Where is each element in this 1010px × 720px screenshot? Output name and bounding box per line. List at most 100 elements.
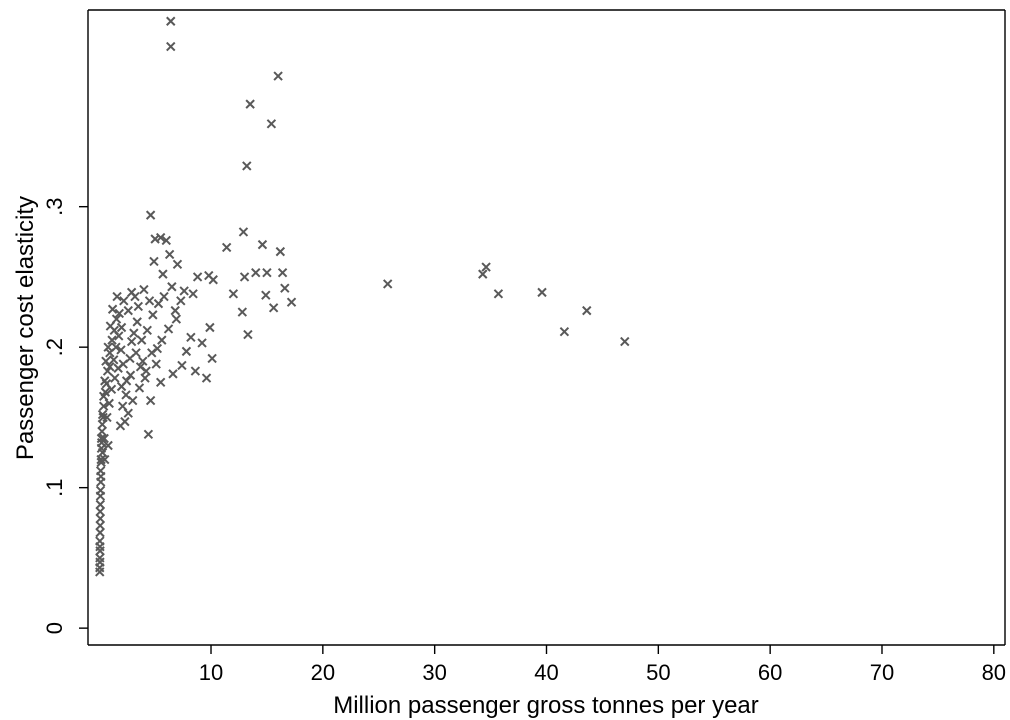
data-point: [96, 454, 106, 465]
data-point: [493, 289, 504, 299]
data-point: [95, 567, 105, 577]
data-point: [103, 440, 113, 451]
data-point: [171, 314, 182, 324]
data-point: [121, 390, 131, 400]
data-point: [205, 322, 215, 333]
data-point: [172, 259, 183, 269]
data-point: [179, 286, 189, 296]
x-tick-label: 40: [534, 660, 558, 685]
data-point: [163, 324, 174, 334]
x-tick-label: 20: [311, 660, 335, 685]
data-point: [116, 322, 127, 333]
x-tick-label: 80: [982, 660, 1006, 685]
x-axis-title: Million passenger gross tonnes per year: [333, 692, 759, 719]
data-point: [620, 336, 630, 347]
data-point: [245, 99, 255, 109]
data-point: [119, 296, 129, 306]
data-point: [100, 387, 111, 397]
data-point: [114, 331, 124, 341]
y-ticks-layer: 0 .1 .2 .3: [42, 198, 88, 634]
y-tick-label: 0: [42, 622, 67, 634]
x-ticks-layer: 10 20 30 40 50 60 70 80: [199, 645, 1006, 685]
data-point: [148, 310, 158, 320]
data-point: [95, 466, 106, 476]
data-point: [130, 291, 140, 302]
data-point: [132, 317, 142, 327]
y-tick-label: .2: [42, 338, 67, 356]
data-point: [559, 327, 570, 337]
data-point: [186, 332, 196, 343]
data-point: [164, 249, 175, 260]
data-point: [261, 290, 271, 300]
data-point: [111, 314, 122, 324]
data-point: [145, 395, 156, 406]
data-point: [95, 520, 105, 531]
data-point: [97, 409, 108, 420]
data-point: [136, 335, 147, 345]
data-point: [95, 499, 106, 510]
data-point: [268, 303, 279, 313]
data-point: [140, 373, 150, 383]
data-point: [101, 356, 111, 366]
data-point: [95, 546, 105, 556]
data-point: [192, 272, 203, 282]
data-point: [151, 359, 161, 369]
data-point: [243, 329, 253, 340]
data-point: [167, 282, 177, 292]
data-point: [382, 279, 393, 289]
y-axis-title: Passenger cost elasticity: [12, 196, 39, 460]
data-point: [273, 71, 283, 81]
data-point: [149, 256, 159, 267]
data-point: [114, 308, 125, 319]
data-point: [177, 360, 187, 371]
x-tick-label: 10: [199, 660, 223, 685]
data-point: [481, 262, 491, 272]
data-point: [159, 291, 169, 302]
data-point: [152, 343, 163, 354]
data-point: [237, 307, 248, 317]
data-point: [190, 366, 201, 376]
data-point: [99, 433, 109, 444]
data-point: [95, 527, 105, 538]
data-point: [197, 338, 207, 348]
data-point: [104, 398, 114, 409]
data-point: [188, 289, 198, 299]
data-point: [145, 210, 156, 220]
data-point: [107, 304, 118, 314]
data-point: [100, 454, 110, 465]
data-point: [96, 477, 106, 487]
data-point: [176, 296, 186, 306]
data-point: [161, 235, 171, 246]
data-point: [95, 536, 105, 546]
data-point: [157, 335, 167, 345]
data-point: [98, 401, 109, 411]
data-point: [228, 289, 239, 299]
data-point: [239, 272, 250, 282]
data-point: [166, 41, 176, 52]
data-point: [95, 506, 105, 517]
data-point: [168, 369, 178, 379]
data-point: [97, 419, 108, 430]
data-point: [139, 284, 149, 295]
x-tick-label: 60: [758, 660, 782, 685]
data-point: [95, 513, 106, 524]
data-point: [116, 381, 127, 392]
data-point: [478, 269, 488, 279]
data-point: [125, 353, 135, 364]
data-point: [123, 305, 133, 316]
data-point: [207, 353, 217, 364]
data-point: [110, 373, 120, 383]
data-point: [123, 408, 133, 418]
data-point: [96, 437, 107, 448]
data-point: [238, 227, 249, 237]
data-point: [257, 239, 268, 250]
data-point: [201, 373, 212, 383]
data-point: [208, 275, 218, 285]
data-point: [251, 268, 261, 278]
y-tick-label: .1: [42, 478, 67, 496]
data-point: [134, 383, 145, 393]
data-point: [133, 301, 144, 312]
data-point: [101, 378, 112, 389]
